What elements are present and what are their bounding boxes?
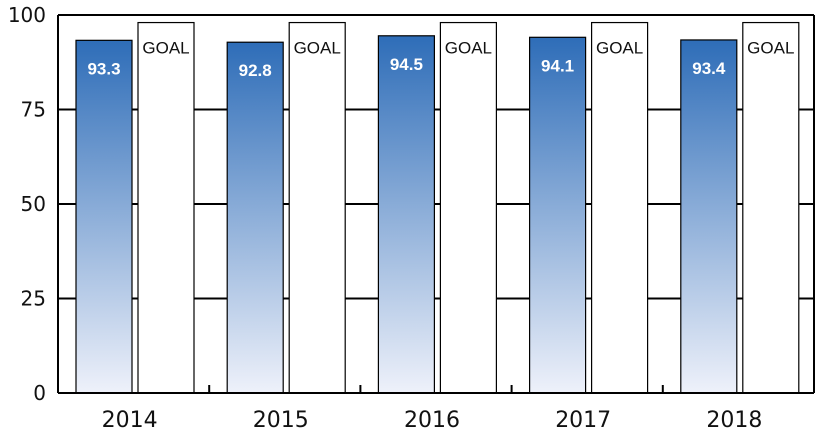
x-tick-label: 2017 (555, 408, 611, 433)
y-tick-label: 50 (21, 192, 46, 216)
bar-2015 (226, 41, 284, 394)
y-tick-label: 25 (21, 287, 46, 311)
labels: 0 25 50 75 100 93.3 GOAL 2014 92.8 GOAL 2015 94.5 GO… (8, 3, 795, 433)
bar-2016 (377, 35, 435, 394)
bar-2017 (528, 36, 587, 394)
bar-2014 (75, 39, 133, 394)
x-tick-label: 2016 (404, 408, 460, 433)
axes (57, 14, 815, 394)
data-label: 94.5 (390, 55, 423, 74)
x-tick-label: 2015 (253, 408, 309, 433)
y-tick-label: 100 (8, 3, 46, 27)
bar-2018 (680, 39, 738, 394)
bars (75, 21, 800, 394)
x-tick-label: 2014 (102, 408, 158, 433)
goal-label: GOAL (142, 39, 189, 58)
goal-bar-2017 (590, 21, 649, 394)
data-label: 93.4 (692, 59, 726, 78)
x-tick-label: 2018 (706, 408, 762, 433)
goal-bar-2015 (288, 21, 346, 394)
data-label: 92.8 (239, 61, 272, 80)
goal-label: GOAL (294, 39, 341, 58)
y-tick-label: 0 (33, 381, 46, 405)
goal-label: GOAL (445, 39, 492, 58)
data-label: 94.1 (541, 56, 574, 75)
goal-bar-2014 (137, 21, 195, 394)
data-label: 93.3 (87, 59, 120, 78)
goal-bar-2018 (742, 21, 800, 394)
goal-label: GOAL (747, 39, 794, 58)
goal-label: GOAL (596, 39, 643, 58)
y-tick-label: 75 (21, 98, 46, 122)
goal-bar-2016 (439, 21, 497, 394)
